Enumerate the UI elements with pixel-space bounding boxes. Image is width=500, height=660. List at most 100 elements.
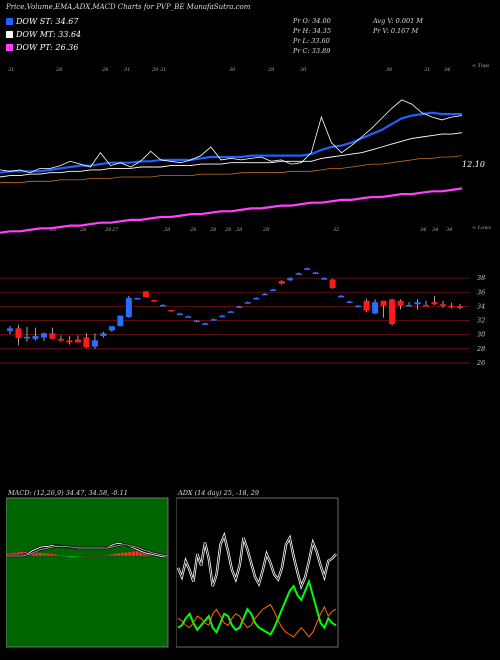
candle-body xyxy=(406,304,413,307)
candle-body xyxy=(457,306,463,308)
tops-corner-label: < Tops xyxy=(472,63,490,69)
macd-histogram-bar xyxy=(76,556,80,557)
close-line xyxy=(0,99,463,174)
top-day-label: 31 xyxy=(124,67,130,73)
macd-histogram-bar xyxy=(9,553,13,556)
candle-body xyxy=(202,323,209,325)
top-day-label: 31 xyxy=(8,67,14,73)
macd-histogram-bar xyxy=(46,553,50,556)
macd-histogram-bar xyxy=(139,551,143,556)
candle-body xyxy=(380,300,387,306)
candle-body xyxy=(244,302,251,304)
macd-histogram-bar xyxy=(68,556,72,558)
bottom-day-label: 28 xyxy=(104,227,111,233)
signal-line xyxy=(7,544,168,557)
price-tick-label: 36 xyxy=(477,288,485,296)
candle-body xyxy=(261,293,268,296)
legend-dow-pt-label: DOW PT: 26.36 xyxy=(16,43,79,52)
legend-dow-mt-label: DOW MT: 33.64 xyxy=(16,30,82,39)
candle-body xyxy=(7,328,13,332)
price-tag-label: 12.10 xyxy=(462,160,485,169)
legend-swatch-pt-icon xyxy=(6,44,13,51)
ema-long-line xyxy=(0,155,463,184)
candle-body xyxy=(236,306,243,308)
bottom-day-label: 28 xyxy=(49,227,56,233)
macd-histogram-bar xyxy=(53,554,57,556)
candle-body xyxy=(312,272,319,275)
bottom-day-label: 28 xyxy=(163,227,170,233)
macd-histogram-bar xyxy=(135,551,139,556)
macd-histogram-bar xyxy=(35,552,39,556)
macd-histogram-bar xyxy=(31,552,35,556)
top-day-label: 29 xyxy=(151,67,159,73)
adx-chart: ADX (14 day) 25, -18, 29 xyxy=(176,489,339,648)
macd-histogram-bar xyxy=(57,555,61,556)
candle-body xyxy=(329,279,336,289)
candle-body xyxy=(338,295,345,298)
top-day-label: 28 xyxy=(55,67,62,73)
macd-histogram-bar xyxy=(65,556,69,557)
ema-lines xyxy=(0,99,463,234)
candle-body xyxy=(448,305,455,308)
price-tick-label: 34 xyxy=(477,302,485,310)
minus-di-line xyxy=(177,603,337,638)
price-tick-label: 38 xyxy=(477,274,485,282)
legend-dow-mt: DOW MT: 33.64 xyxy=(6,30,81,39)
ema-mid-line xyxy=(0,132,463,178)
candle-body xyxy=(397,300,404,306)
macd-panel-bg xyxy=(6,497,169,648)
bottom-day-label: 27 xyxy=(111,227,119,233)
candle-body xyxy=(440,304,447,306)
macd-histogram-bar xyxy=(128,552,132,556)
bottom-day-label: 34 xyxy=(446,227,452,233)
price-tick-label: 28 xyxy=(476,345,485,353)
macd-series xyxy=(6,542,169,558)
legend-swatch-st-icon xyxy=(6,18,13,25)
stat-high: Pr H: 34.35 xyxy=(293,27,332,35)
macd-chart: MACD: (12,26,9) 34.47, 34.58, -0.11 xyxy=(6,489,169,648)
candle-body xyxy=(431,302,438,305)
bottom-day-label: 32 xyxy=(333,227,339,233)
bottom-day-label: 28 xyxy=(189,227,196,233)
candle-body xyxy=(346,301,353,304)
stat-avg-volume: Avg V: 0.001 M xyxy=(373,17,423,25)
candle-body xyxy=(210,319,217,321)
macd-histogram-bar xyxy=(117,553,121,556)
top-day-label: 31 xyxy=(160,67,166,73)
candle-body xyxy=(134,297,141,300)
candle-body xyxy=(100,333,107,337)
candle-body xyxy=(151,300,158,302)
stat-volume: Pr V: 0.167 M xyxy=(373,27,419,35)
candle-body xyxy=(142,291,149,298)
legend-swatch-mt-icon xyxy=(6,31,13,38)
candle-body xyxy=(117,315,124,327)
price-ema-chart: 31 28 28 31 29 31 30 29 30 30 31 34 28 28 28 27 28 28 28 2… xyxy=(0,63,491,234)
bottom-day-label: 28 xyxy=(79,227,86,233)
macd-histogram-bar xyxy=(132,551,136,556)
candle-body xyxy=(253,297,260,300)
macd-histogram-bar xyxy=(124,552,128,556)
candle-body xyxy=(355,305,362,308)
top-day-label: 30 xyxy=(386,67,393,73)
macd-histogram-bar xyxy=(109,554,113,556)
candle-body xyxy=(185,316,192,318)
macd-histogram-bar xyxy=(120,552,124,556)
candle-body xyxy=(363,300,370,311)
macd-histogram-bar xyxy=(38,552,42,556)
adx-inner-line xyxy=(177,534,337,588)
top-day-label: 28 xyxy=(101,67,108,73)
macd-histogram-bar xyxy=(16,552,20,556)
candle-body xyxy=(15,328,22,339)
candle-body xyxy=(423,304,430,307)
candle-body xyxy=(278,280,285,284)
bottom-day-label: 28 xyxy=(235,227,242,233)
top-day-label: 34 xyxy=(444,67,450,73)
candle-body xyxy=(372,302,379,314)
macd-histogram-bar xyxy=(42,553,46,556)
macd-histogram-bar xyxy=(113,553,117,556)
legend-dow-st: DOW ST: 34.67 xyxy=(6,17,78,26)
candle-body xyxy=(57,338,64,341)
candle-body xyxy=(304,268,311,270)
candle-body xyxy=(108,326,115,331)
candle-body xyxy=(389,299,396,325)
